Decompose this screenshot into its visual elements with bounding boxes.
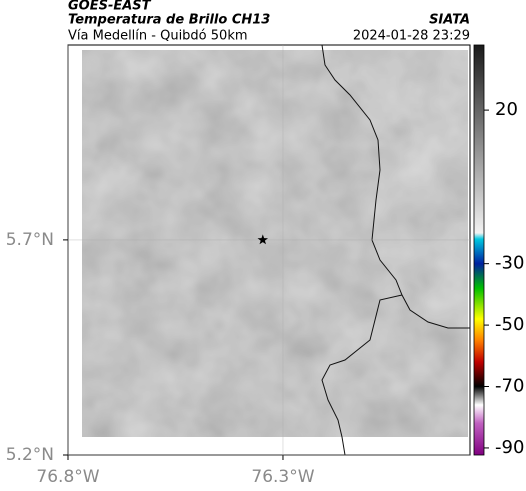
colorbar-label: -30 (495, 253, 524, 274)
boundaries (321, 44, 470, 456)
route: Vía Medellín - Quibdó 50km (68, 29, 248, 44)
colorbar-label: -70 (495, 376, 524, 397)
y-tick-label: 5.2°N (6, 445, 54, 465)
satellite-image (82, 50, 468, 437)
org: SIATA (429, 13, 470, 28)
image-region (322, 50, 468, 328)
location-marker (257, 234, 268, 245)
colorbar-label: -90 (495, 437, 524, 458)
x-tick-label: 76.3°W (251, 467, 314, 487)
product: Temperatura de Brillo CH13 (68, 13, 270, 28)
y-tick-label: 5.7°N (6, 230, 54, 250)
datetime: 2024-01-28 23:29 (353, 29, 470, 44)
colorbar-label: 20 (495, 99, 518, 120)
colorbar-label: -50 (495, 314, 524, 335)
x-tick-label: 76.8°W (36, 467, 99, 487)
satellite: GOES-EAST (68, 0, 152, 14)
colorbar (473, 44, 485, 456)
